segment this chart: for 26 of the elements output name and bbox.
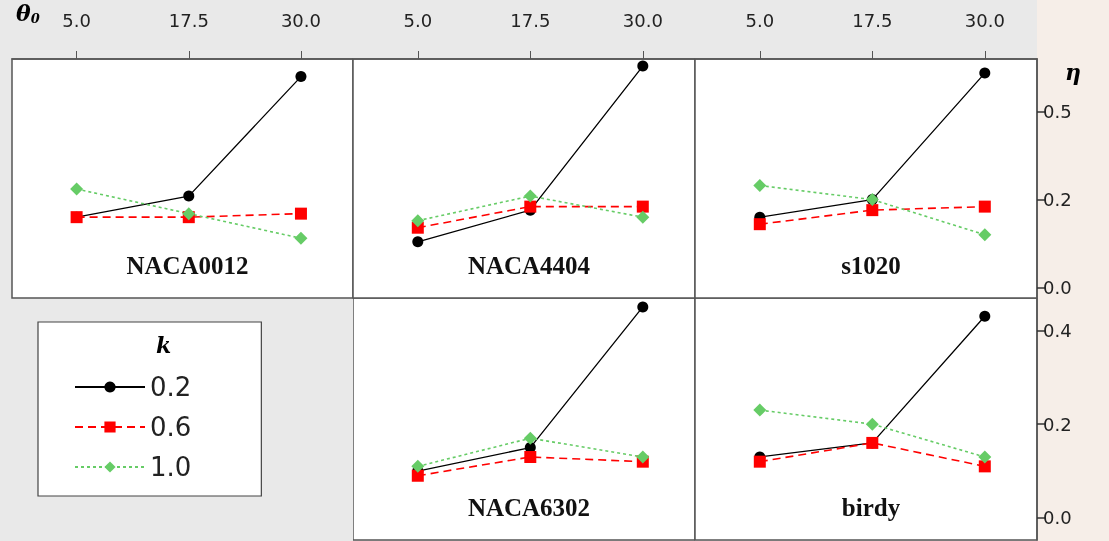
text: NACA4404: [467, 252, 591, 279]
x-tick-label: 5.0: [403, 9, 433, 31]
legend-label: 0.2: [150, 372, 192, 402]
y-tick-label: 0.0: [1043, 276, 1072, 298]
text: s1020: [841, 252, 901, 279]
legend-label: 1.0: [150, 452, 192, 482]
text: NACA6302: [467, 494, 591, 521]
legend-title: k: [156, 332, 172, 358]
x-tick-label: 30.0: [280, 9, 321, 31]
y-tick-label: 0.5: [1043, 101, 1072, 123]
x-tick-label: 30.0: [622, 9, 663, 31]
x-axis-title: θ0: [16, 0, 40, 26]
x-tick-label: 17.5: [510, 9, 551, 31]
x-tick-label: 17.5: [168, 9, 209, 31]
x-tick-label: 17.5: [852, 9, 893, 31]
y-tick-label: 0.4: [1043, 319, 1072, 341]
y-tick-label: 0.0: [1043, 507, 1072, 529]
text: NACA0012: [126, 252, 249, 279]
y-axis-title: η: [1065, 59, 1081, 85]
x-tick-label: 30.0: [964, 9, 1005, 31]
x-tick-label: 5.0: [745, 9, 775, 31]
y-tick-label: 0.2: [1043, 189, 1072, 211]
text: birdy: [841, 494, 901, 521]
y-tick-label: 0.2: [1043, 413, 1072, 435]
x-tick-label: 5.0: [62, 9, 91, 31]
legend-label: 0.6: [150, 412, 192, 442]
